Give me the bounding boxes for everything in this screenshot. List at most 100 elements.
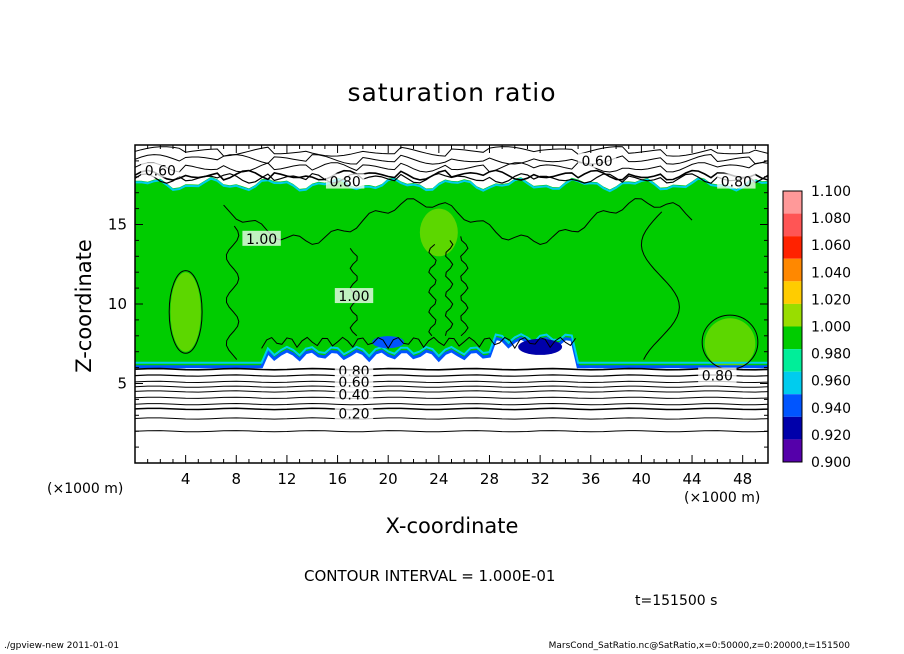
saturation-field [134, 176, 769, 370]
contour-line [261, 336, 577, 350]
contour-label-bg [334, 405, 374, 421]
x-tick-label: 8 [232, 470, 242, 488]
x-tick-label: 20 [379, 470, 398, 488]
colorbar-label: 1.020 [811, 292, 851, 308]
x-unit-label: (×1000 m) [684, 490, 761, 506]
contour-label: 0.60 [582, 154, 613, 170]
colorbar-label: 0.900 [811, 455, 851, 471]
contour-label-bg [334, 386, 374, 402]
x-tick-label: 4 [181, 470, 191, 488]
footer-source-label: MarsCond_SatRatio.nc@SatRatio,x=0:50000,… [548, 641, 850, 651]
x-tick-label: 32 [531, 470, 550, 488]
x-tick-label: 48 [733, 470, 752, 488]
contour-line [134, 402, 769, 406]
colorbar-label: 1.040 [811, 265, 851, 281]
colorbar-label: 1.000 [811, 320, 851, 336]
contour-label-bg [577, 152, 617, 168]
colorbar-swatch [783, 191, 802, 214]
contour-label: 0.40 [338, 388, 369, 404]
upper-boundary [134, 177, 769, 193]
contour-line [134, 380, 769, 384]
colorbar-swatch [783, 439, 802, 462]
contour-label: 0.20 [338, 407, 369, 423]
colorbar-label: 0.940 [811, 401, 851, 417]
contour-line [134, 153, 769, 165]
contour-label-bg [141, 162, 180, 178]
subsaturated-boundary [135, 336, 768, 369]
z-unit-label: (×1000 m) [47, 481, 124, 497]
colorbar-swatch [783, 349, 802, 372]
supersaturated-patch [704, 318, 756, 370]
contour-line [134, 374, 769, 377]
colorbar-swatch [783, 326, 802, 350]
colorbar-swatch [783, 213, 802, 237]
contour-label-bg [334, 288, 374, 304]
x-axis-label: X-coordinate [385, 514, 519, 538]
x-tick-label: 40 [632, 470, 651, 488]
contour-line [134, 385, 769, 388]
near-saturated-boundary [135, 333, 768, 364]
colorbar-label: 0.980 [811, 347, 851, 363]
contour-line [223, 198, 693, 246]
contour-label-bg [334, 373, 374, 389]
x-tick-label: 44 [682, 470, 701, 488]
supersaturated-patch [170, 272, 201, 352]
y-axis-label: Z-coordinate [72, 239, 96, 373]
contour-label: 0.60 [145, 163, 176, 179]
colorbar-swatch [783, 303, 802, 327]
contour-loop [168, 270, 203, 354]
x-tick-label: 36 [581, 470, 600, 488]
y-tick-label: 5 [117, 375, 127, 393]
colorbar-swatch [783, 281, 802, 304]
contour-line [428, 244, 437, 337]
colorbar-swatch [783, 416, 802, 440]
contour-label: 0.80 [702, 369, 733, 385]
subsaturated-cluster [372, 336, 405, 349]
x-tick-label: 28 [480, 470, 499, 488]
contour-label-bg [698, 367, 737, 383]
chart-title: saturation ratio [347, 78, 557, 107]
colorbar: 1.100 1.080 1.060 1.040 1.020 1.000 0.980 0.960… [782, 184, 851, 471]
contour-label-bg [717, 173, 756, 189]
colorbar-frame [782, 190, 803, 463]
x-tick-label: 24 [429, 470, 448, 488]
colorbar-swatch [783, 371, 802, 395]
contour-line [225, 225, 240, 360]
contour-line [134, 396, 769, 399]
x-tick-label: 16 [328, 470, 347, 488]
saturated-region [135, 176, 768, 366]
colorbar-label: 1.080 [811, 211, 851, 227]
contour-line [134, 407, 769, 411]
x-tick-label: 12 [277, 470, 296, 488]
colorbar-label: 0.960 [811, 374, 851, 390]
contour-lines [134, 146, 769, 433]
contour-label-bg [242, 230, 281, 246]
x-axis-ticks: 4 8 12 16 20 24 28 32 36 40 44 48 [147, 145, 756, 488]
colorbar-label: 1.060 [811, 238, 851, 254]
contour-line [460, 236, 469, 337]
contour-label: 0.80 [721, 175, 752, 191]
contour-label: 0.80 [330, 175, 361, 191]
y-axis-ticks: 5 10 15 [108, 160, 768, 448]
footer-program-label: ./gpview-new 2011-01-01 [4, 641, 120, 651]
colorbar-label: 1.100 [811, 184, 851, 200]
y-tick-label: 15 [108, 216, 127, 234]
colorbar-swatch [783, 236, 802, 259]
contour-line [134, 430, 769, 433]
y-tick-label: 10 [108, 295, 127, 313]
contour-line [134, 417, 769, 420]
contour-label: 1.00 [338, 289, 369, 305]
contour-line [444, 240, 454, 336]
colorbar-label: 0.920 [811, 428, 851, 444]
contour-line [640, 211, 680, 360]
contour-labels: 0.600.600.80 0.801.001.000.80 0.800.600.40… [141, 152, 756, 423]
contour-line [134, 390, 769, 393]
subsaturated-cluster [518, 338, 563, 355]
contour-interval-label: CONTOUR INTERVAL = 1.000E-01 [304, 567, 556, 585]
contour-line [134, 367, 769, 371]
contour-line [134, 172, 769, 184]
time-label: t=151500 s [635, 593, 718, 609]
supersaturated-patch [419, 208, 458, 257]
colorbar-swatch [783, 258, 802, 282]
